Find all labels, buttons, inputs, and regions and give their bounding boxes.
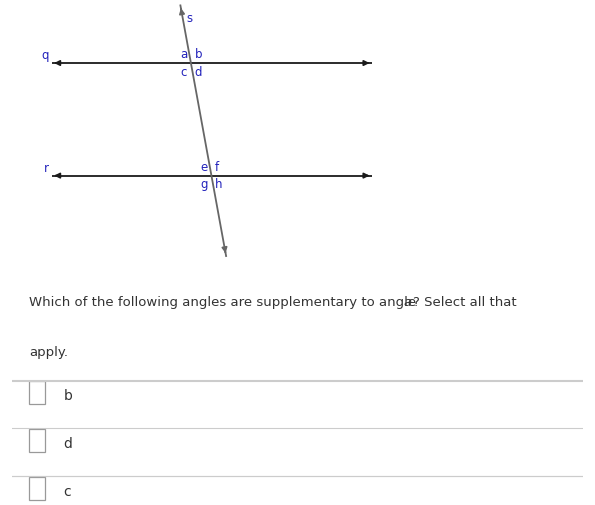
- Text: c: c: [181, 66, 187, 79]
- Text: a: a: [403, 295, 411, 308]
- Text: apply.: apply.: [29, 345, 68, 359]
- Text: c: c: [63, 484, 71, 498]
- Bar: [29, 429, 45, 452]
- Text: e: e: [201, 161, 208, 173]
- Text: d: d: [195, 66, 202, 79]
- Text: s: s: [187, 12, 193, 25]
- Text: f: f: [215, 161, 220, 173]
- Text: q: q: [42, 49, 49, 62]
- Text: ? Select all that: ? Select all that: [414, 295, 517, 308]
- Text: r: r: [45, 162, 49, 175]
- Text: h: h: [215, 178, 223, 191]
- Text: b: b: [63, 389, 72, 402]
- Bar: [29, 477, 45, 500]
- Text: Which of the following angles are supplementary to angle: Which of the following angles are supple…: [29, 295, 421, 308]
- Text: b: b: [195, 48, 202, 61]
- Text: a: a: [180, 48, 187, 61]
- Bar: [29, 382, 45, 405]
- Text: g: g: [200, 178, 208, 191]
- Text: d: d: [63, 436, 72, 450]
